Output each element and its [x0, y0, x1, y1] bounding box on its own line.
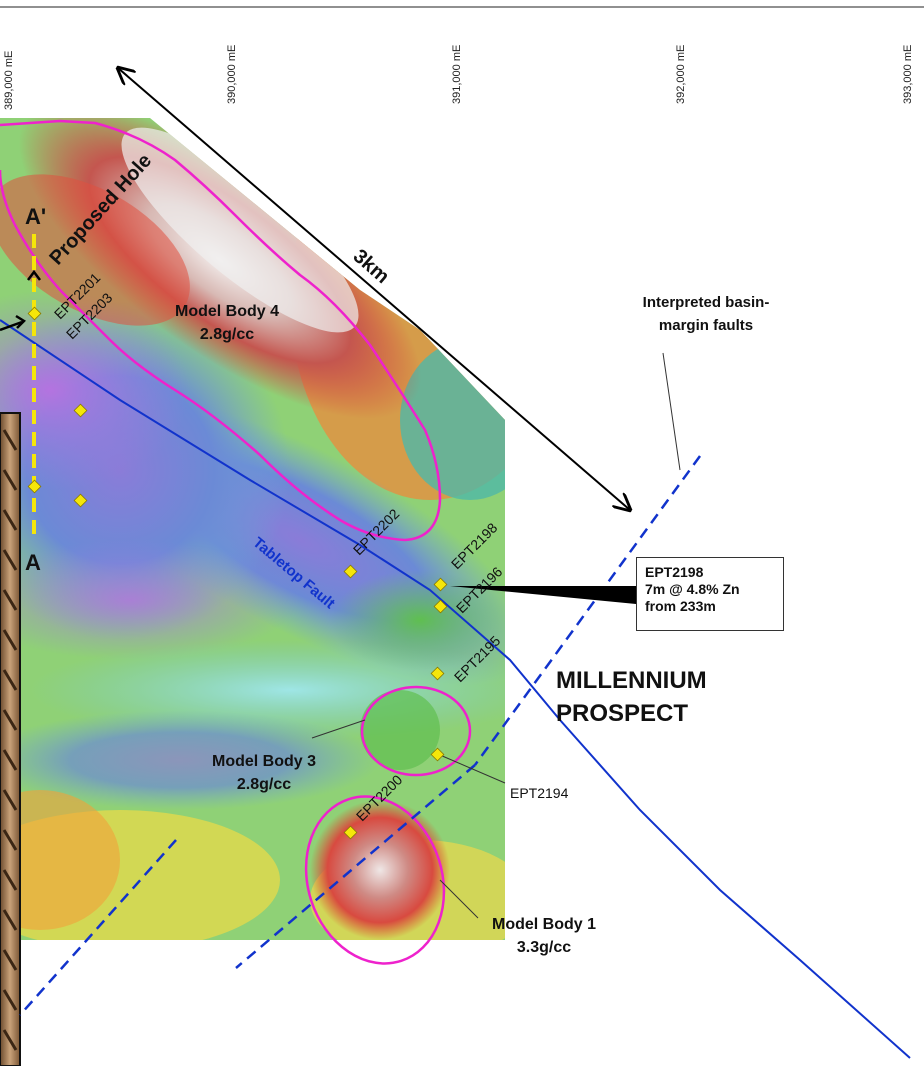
drill-hole-marker[interactable]: [27, 479, 42, 494]
basin-margin-fault-east: [473, 455, 702, 766]
model-body-1-leader-line: [439, 879, 479, 919]
scale-arrow: [118, 68, 630, 510]
scale-label: 3km: [349, 245, 394, 288]
callout-depth: from 233m: [645, 598, 716, 614]
model-body-4-name: Model Body 4: [175, 303, 279, 320]
model-body-3-density: 2.8g/cc: [237, 776, 291, 793]
drill-hole-collars: [27, 306, 448, 840]
drill-hole-ept2200[interactable]: [343, 825, 358, 840]
callout-hole: EPT2198: [645, 564, 704, 580]
model-body-1-density: 3.3g/cc: [517, 939, 571, 956]
drill-hole-marker[interactable]: [73, 403, 88, 418]
hole-label-ept2194: EPT2194: [510, 785, 569, 801]
basin-margin-fault-west: [19, 839, 177, 1016]
model-body-4-density: 2.8g/cc: [200, 326, 254, 343]
section-pointer-arrow: [0, 320, 23, 332]
section-arrow-icon: [27, 269, 41, 281]
model-body-3-name: Model Body 3: [212, 753, 316, 770]
section-end-label: A': [25, 204, 46, 229]
ept2194-leader-line: [439, 754, 506, 784]
drill-hole-ept2201[interactable]: [27, 306, 42, 321]
callout-pointer: [450, 586, 636, 604]
gravity-grid: [0, 118, 505, 940]
section-start-label: A: [25, 550, 41, 575]
easting-label-393000: 393,000 mE: [902, 45, 914, 104]
drill-hole-ept2194[interactable]: [430, 747, 445, 762]
prospect-name-line1: MILLENNIUM: [556, 667, 707, 694]
basin-fault-label-line2: margin faults: [659, 317, 753, 334]
model-body-3-outline: [360, 685, 472, 777]
drill-hole-ept2202[interactable]: [343, 564, 358, 579]
drill-hole-ept2198[interactable]: [433, 577, 448, 592]
basin-margin-fault-central: [235, 764, 476, 969]
section-pointer-arrow-head-icon: [15, 314, 26, 329]
drill-hole-ept2195[interactable]: [430, 666, 445, 681]
easting-label-390000: 390,000 mE: [226, 45, 238, 104]
easting-label-389000: 389,000 mE: [3, 51, 15, 110]
easting-label-391000: 391,000 mE: [451, 45, 463, 104]
tabletop-fault-line: [0, 319, 911, 1059]
callout-intercept: 7m @ 4.8% Zn: [645, 581, 740, 597]
easting-label-392000: 392,000 mE: [675, 45, 687, 104]
drill-hole-ept2196[interactable]: [433, 599, 448, 614]
drill-hole-marker[interactable]: [73, 493, 88, 508]
model-body-1-outline: [304, 795, 446, 965]
intercept-callout: EPT2198 7m @ 4.8% Zn from 233m: [636, 557, 784, 631]
basin-fault-label-line1: Interpreted basin-: [643, 294, 770, 311]
model-body-1-name: Model Body 1: [492, 916, 596, 933]
model-body-3-leader-line: [311, 719, 366, 739]
basin-fault-leader-line: [662, 352, 681, 471]
core-photo-strip: [0, 412, 21, 1066]
prospect-name-line2: PROSPECT: [556, 700, 688, 727]
